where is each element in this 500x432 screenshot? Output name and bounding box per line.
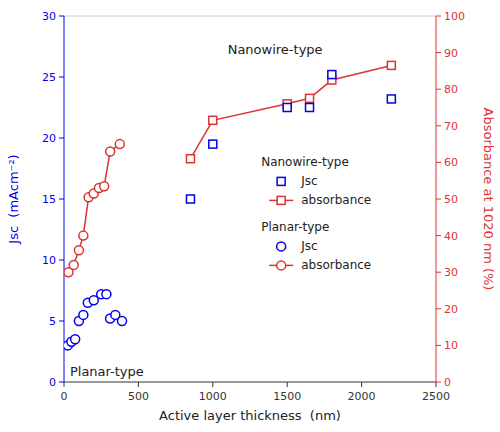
y-tick-label: 5 bbox=[49, 315, 56, 328]
data-point bbox=[74, 246, 83, 255]
annotation: Nanowire-type bbox=[228, 42, 323, 57]
x-tick-label: 1000 bbox=[199, 390, 227, 403]
legend-group-title: Planar-type bbox=[261, 220, 329, 234]
data-point bbox=[102, 290, 111, 299]
data-point bbox=[387, 95, 395, 103]
y-tick bbox=[59, 16, 64, 17]
legend-group-title: Nanowire-type bbox=[261, 155, 349, 169]
annotations: Nanowire-type Planar-type bbox=[70, 42, 323, 379]
y2-tick-label: 100 bbox=[444, 10, 465, 23]
data-point bbox=[69, 260, 78, 269]
y2-tick bbox=[436, 345, 441, 346]
data-point bbox=[100, 182, 109, 191]
legend-marker bbox=[277, 177, 285, 185]
y2-tick bbox=[436, 125, 441, 126]
y-tick-label: 20 bbox=[42, 132, 56, 145]
series-line bbox=[68, 144, 119, 272]
data-point bbox=[106, 147, 115, 156]
y-tick-label: 15 bbox=[42, 193, 56, 206]
axes: 0500100015002000250005101520253001020304… bbox=[42, 10, 465, 403]
data-point bbox=[209, 140, 217, 148]
y-tick-label: 25 bbox=[42, 71, 56, 84]
y2-tick-label: 40 bbox=[444, 230, 458, 243]
y2-tick bbox=[436, 199, 441, 200]
x-tick-label: 2500 bbox=[422, 390, 450, 403]
y2-tick-label: 20 bbox=[444, 303, 458, 316]
legend-label: absorbance bbox=[301, 193, 371, 207]
series bbox=[64, 290, 127, 350]
plot-marks bbox=[64, 61, 395, 349]
y2-tick bbox=[436, 235, 441, 236]
x-tick bbox=[436, 382, 437, 387]
y-tick bbox=[59, 77, 64, 78]
y-tick bbox=[59, 138, 64, 139]
data-point bbox=[71, 335, 80, 344]
y-tick bbox=[59, 260, 64, 261]
x-axis-label: Active layer thickness (nm) bbox=[159, 408, 341, 423]
x-axis-line bbox=[64, 382, 436, 383]
y2-tick bbox=[436, 382, 441, 383]
series bbox=[186, 61, 395, 162]
legend-marker bbox=[277, 196, 285, 204]
legend: Nanowire-type Jsc absorbance Planar-type Jsc… bbox=[261, 155, 371, 272]
x-tick-label: 0 bbox=[61, 390, 68, 403]
chart-container: 0500100015002000250005101520253001020304… bbox=[0, 0, 500, 432]
y-tick bbox=[59, 382, 64, 383]
plot-top-line bbox=[64, 16, 436, 17]
y2-tick bbox=[436, 52, 441, 53]
y2-tick-label: 10 bbox=[444, 339, 458, 352]
y2-tick-label: 0 bbox=[444, 376, 451, 389]
x-tick bbox=[287, 382, 288, 387]
x-tick-label: 500 bbox=[128, 390, 149, 403]
legend-label: Jsc bbox=[300, 174, 317, 188]
y2-tick-label: 80 bbox=[444, 83, 458, 96]
series bbox=[186, 71, 395, 203]
y-tick-label: 10 bbox=[42, 254, 56, 267]
y-tick bbox=[59, 321, 64, 322]
chart: 0500100015002000250005101520253001020304… bbox=[0, 0, 500, 432]
legend-label: Jsc bbox=[300, 239, 317, 253]
data-point bbox=[209, 116, 217, 124]
y2-tick-label: 30 bbox=[444, 266, 458, 279]
legend-label: absorbance bbox=[301, 258, 371, 272]
data-point bbox=[118, 317, 127, 326]
data-point bbox=[306, 104, 314, 112]
data-point bbox=[115, 140, 124, 149]
data-point bbox=[79, 310, 88, 319]
x-tick bbox=[64, 382, 65, 387]
legend-marker bbox=[277, 242, 286, 251]
data-point bbox=[186, 195, 194, 203]
annotation: Planar-type bbox=[70, 364, 144, 379]
data-point bbox=[79, 231, 88, 240]
x-tick bbox=[212, 382, 213, 387]
data-point bbox=[328, 71, 336, 79]
data-point bbox=[186, 155, 194, 163]
y2-axis-label: Absorbance at 1020 nm (%) bbox=[481, 108, 496, 291]
x-tick-label: 1500 bbox=[273, 390, 301, 403]
y-tick-label: 30 bbox=[42, 10, 56, 23]
y-tick bbox=[59, 199, 64, 200]
data-point bbox=[387, 61, 395, 69]
y2-tick bbox=[436, 162, 441, 163]
data-point bbox=[306, 94, 314, 102]
x-tick bbox=[138, 382, 139, 387]
y2-tick bbox=[436, 89, 441, 90]
y2-tick bbox=[436, 308, 441, 309]
series bbox=[64, 140, 124, 277]
y2-tick-label: 60 bbox=[444, 156, 458, 169]
y-tick-label: 0 bbox=[49, 376, 56, 389]
y2-tick-label: 70 bbox=[444, 120, 458, 133]
x-tick bbox=[361, 382, 362, 387]
legend-marker bbox=[277, 261, 286, 270]
data-point bbox=[283, 104, 291, 112]
y2-tick bbox=[436, 272, 441, 273]
series-line bbox=[190, 65, 391, 158]
y2-tick-label: 90 bbox=[444, 47, 458, 60]
y-axis-label: Jsc (mAcm⁻²) bbox=[6, 154, 21, 244]
y2-tick-label: 50 bbox=[444, 193, 458, 206]
x-tick-label: 2000 bbox=[348, 390, 376, 403]
y2-tick bbox=[436, 16, 441, 17]
